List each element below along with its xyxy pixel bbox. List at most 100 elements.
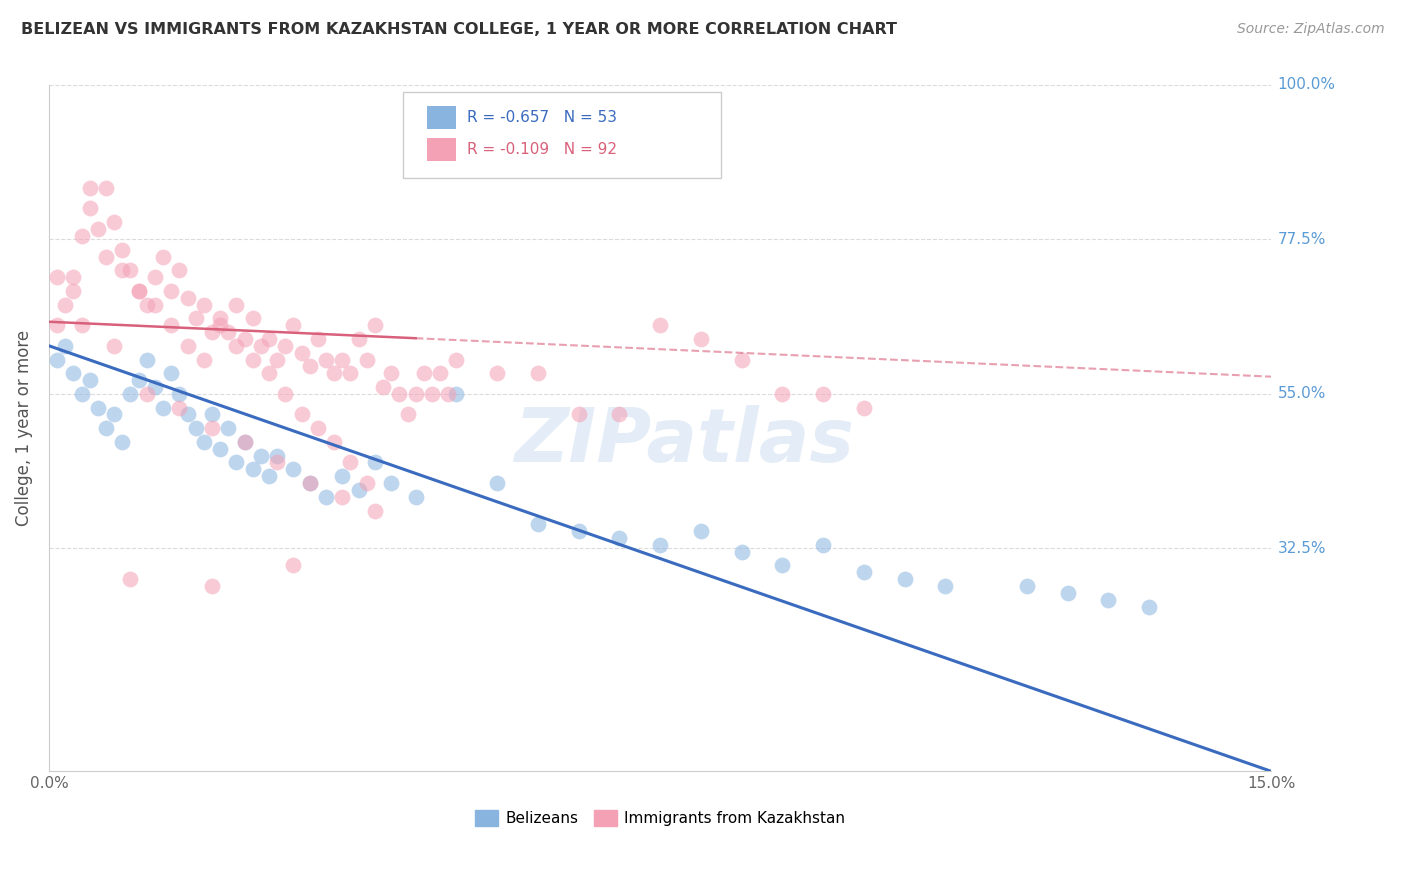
Point — [274, 339, 297, 353]
Point — [609, 531, 631, 545]
Point — [233, 434, 256, 449]
Point — [257, 469, 280, 483]
Text: R = -0.657   N = 53: R = -0.657 N = 53 — [467, 110, 617, 125]
Point — [650, 538, 672, 552]
Point — [176, 339, 198, 353]
Point — [250, 449, 273, 463]
Point — [193, 297, 215, 311]
Point — [893, 572, 915, 586]
Point — [242, 462, 264, 476]
Point — [811, 538, 834, 552]
Point — [209, 318, 232, 333]
Point — [46, 318, 69, 333]
Point — [160, 284, 183, 298]
Point — [94, 421, 117, 435]
Point — [339, 366, 361, 380]
Point — [283, 558, 305, 573]
Point — [364, 455, 387, 469]
Point — [420, 387, 443, 401]
Point — [446, 352, 468, 367]
Point — [70, 387, 93, 401]
Point — [568, 524, 591, 538]
Point — [852, 566, 875, 580]
Point — [209, 442, 232, 456]
Point — [770, 387, 793, 401]
Point — [1056, 586, 1078, 600]
Point — [364, 503, 387, 517]
Point — [609, 408, 631, 422]
Point — [120, 263, 142, 277]
Point — [429, 366, 451, 380]
Point — [330, 490, 353, 504]
Point — [323, 366, 346, 380]
Point — [266, 352, 288, 367]
Point — [291, 408, 314, 422]
Point — [62, 284, 84, 298]
Point — [209, 311, 232, 326]
Point — [730, 352, 752, 367]
Point — [152, 401, 174, 415]
Point — [307, 421, 329, 435]
Point — [689, 332, 711, 346]
Point — [412, 366, 434, 380]
Point — [257, 332, 280, 346]
Point — [811, 387, 834, 401]
Point — [330, 469, 353, 483]
Point — [103, 339, 125, 353]
Point — [70, 229, 93, 244]
Point — [53, 297, 76, 311]
Point — [111, 263, 134, 277]
Point — [79, 373, 101, 387]
Point — [143, 380, 166, 394]
Point — [242, 311, 264, 326]
Point — [347, 332, 370, 346]
Point — [1097, 592, 1119, 607]
Text: 32.5%: 32.5% — [1278, 541, 1326, 556]
Point — [364, 318, 387, 333]
Point — [283, 318, 305, 333]
Point — [1015, 579, 1038, 593]
Point — [62, 366, 84, 380]
FancyBboxPatch shape — [426, 137, 456, 161]
Point — [152, 250, 174, 264]
Point — [405, 387, 427, 401]
Point — [388, 387, 411, 401]
Text: Source: ZipAtlas.com: Source: ZipAtlas.com — [1237, 22, 1385, 37]
Point — [128, 284, 150, 298]
Point — [160, 366, 183, 380]
Point — [396, 408, 419, 422]
Point — [169, 401, 191, 415]
Point — [568, 408, 591, 422]
Point — [347, 483, 370, 497]
Point — [103, 215, 125, 229]
Point — [266, 449, 288, 463]
Point — [201, 325, 224, 339]
Point — [650, 318, 672, 333]
Point — [257, 366, 280, 380]
Point — [356, 352, 378, 367]
Point — [62, 270, 84, 285]
Point — [233, 332, 256, 346]
FancyBboxPatch shape — [426, 105, 456, 128]
Point — [94, 181, 117, 195]
Point — [53, 339, 76, 353]
Point — [486, 366, 509, 380]
Point — [193, 352, 215, 367]
Point — [307, 332, 329, 346]
Text: R = -0.109   N = 92: R = -0.109 N = 92 — [467, 142, 617, 157]
Point — [79, 202, 101, 216]
Point — [120, 387, 142, 401]
Text: ZIPatlas: ZIPatlas — [515, 405, 855, 478]
Point — [225, 455, 247, 469]
Point — [689, 524, 711, 538]
Point — [250, 339, 273, 353]
Point — [266, 455, 288, 469]
Point — [46, 270, 69, 285]
Point — [169, 387, 191, 401]
Point — [176, 291, 198, 305]
Point — [143, 297, 166, 311]
Point — [1137, 599, 1160, 614]
Point — [135, 297, 157, 311]
Point — [201, 408, 224, 422]
Point — [233, 434, 256, 449]
